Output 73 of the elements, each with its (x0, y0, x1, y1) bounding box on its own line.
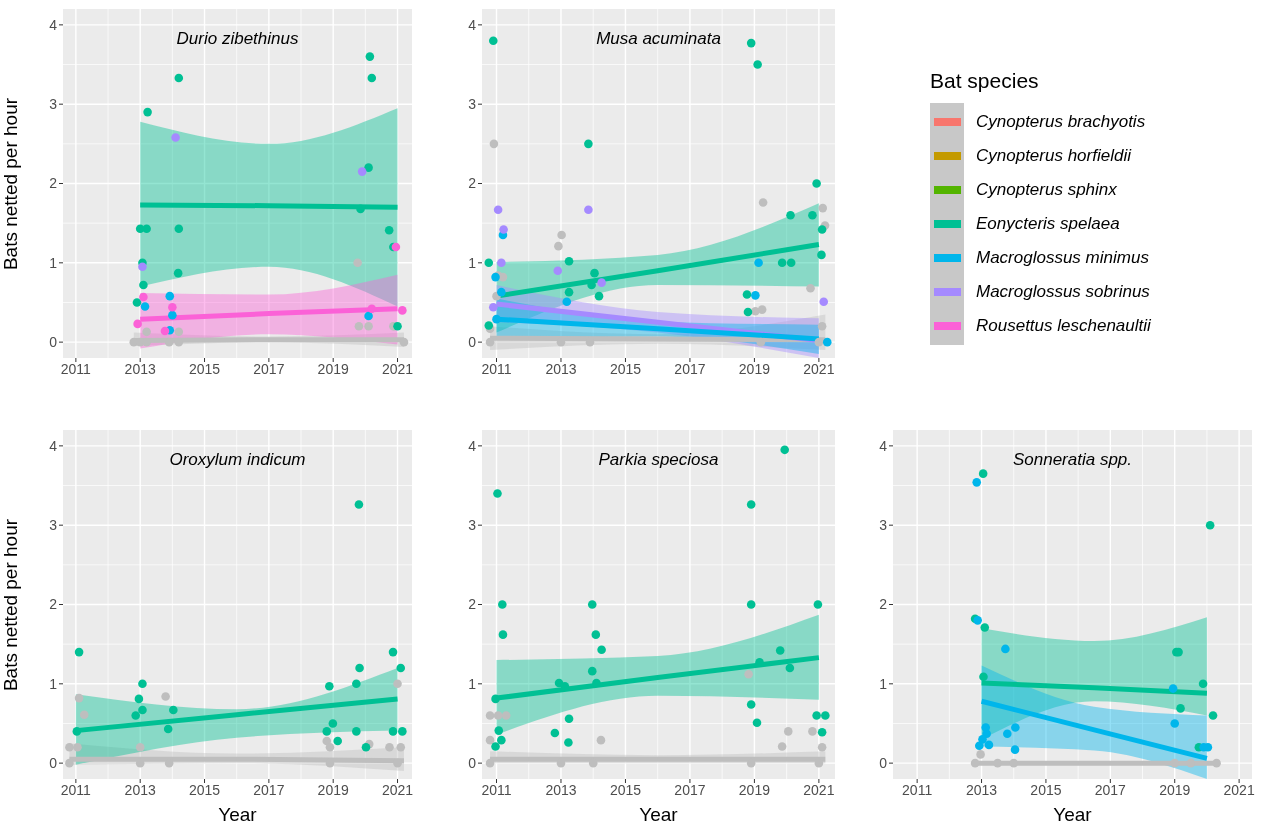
legend-label: Cynopterus sphinx (976, 179, 1118, 201)
legend-label: Rousettus leschenaultii (976, 315, 1151, 337)
y-tick-label: 2 (468, 175, 477, 192)
legend-label: Macroglossus minimus (976, 247, 1150, 269)
y-tick-label: 0 (879, 755, 888, 772)
x-tick-label: 2021 (381, 781, 414, 798)
x-tick-label: 2015 (188, 781, 221, 798)
x-tick-label: 2017 (1094, 781, 1127, 798)
x-tick-label: 2013 (545, 360, 577, 377)
x-tick-label: 2013 (124, 781, 156, 798)
x-tick-label: 2021 (803, 360, 835, 377)
x-tick-label: 2015 (609, 360, 642, 377)
y-tick-label: 3 (879, 517, 888, 534)
legend-label: Macroglossus sobrinus (976, 281, 1151, 303)
legend-label: Cynopterus horfieldii (976, 145, 1133, 167)
x-tick-label: 2021 (1223, 781, 1255, 798)
y-tick-label: 2 (49, 596, 58, 613)
x-axis-title: Year (1052, 804, 1093, 826)
y-tick-label: 2 (49, 175, 58, 192)
x-tick-label: 2015 (188, 360, 221, 377)
y-tick-label: 3 (49, 517, 58, 534)
x-tick-label: 2017 (674, 360, 706, 377)
y-tick-label: 0 (49, 334, 58, 351)
y-tick-label: 4 (468, 16, 477, 33)
x-tick-label: 2019 (738, 781, 771, 798)
x-tick-label: 2019 (1159, 781, 1191, 798)
y-tick-label: 0 (49, 755, 58, 772)
x-axis-title: Year (638, 804, 679, 826)
y-tick-label: 1 (468, 675, 477, 692)
x-tick-label: 2011 (481, 781, 512, 798)
x-tick-label: 2013 (965, 781, 998, 798)
x-axis-title: Year (217, 804, 258, 826)
x-tick-label: 2019 (738, 360, 771, 377)
y-axis-title: Bats netted per hour (0, 96, 22, 272)
x-tick-label: 2019 (317, 360, 349, 377)
y-tick-label: 1 (49, 675, 58, 692)
y-tick-label: 0 (468, 755, 477, 772)
text: Sonneratia spp. (1011, 450, 1134, 470)
y-tick-label: 3 (49, 96, 58, 113)
x-tick-label: 2015 (1030, 781, 1062, 798)
x-tick-label: 2015 (609, 781, 642, 798)
y-tick-label: 4 (49, 437, 58, 454)
y-tick-label: 4 (49, 16, 58, 33)
y-tick-label: 4 (468, 437, 477, 454)
y-tick-label: 2 (879, 596, 888, 613)
text: Oroxylum indicum (168, 450, 307, 470)
x-tick-label: 2021 (381, 360, 414, 377)
x-tick-label: 2019 (317, 781, 349, 798)
legend-label: Eonycteris spelaea (976, 213, 1121, 235)
x-tick-label: 2017 (253, 781, 285, 798)
x-tick-label: 2011 (60, 781, 92, 798)
text: Parkia speciosa (597, 450, 720, 470)
y-tick-label: 1 (468, 254, 477, 271)
text: Musa acuminata (595, 29, 722, 49)
x-tick-label: 2013 (124, 360, 156, 377)
x-tick-label: 2021 (803, 781, 835, 798)
x-tick-label: 2011 (481, 360, 512, 377)
y-tick-label: 1 (49, 254, 58, 271)
y-axis-title: Bats netted per hour (0, 517, 22, 693)
y-tick-label: 4 (879, 437, 888, 454)
y-tick-label: 0 (468, 334, 477, 351)
legend-label: Cynopterus brachyotis (976, 111, 1147, 133)
y-tick-label: 3 (468, 96, 477, 113)
x-tick-label: 2017 (674, 781, 706, 798)
x-tick-label: 2011 (60, 360, 92, 377)
x-tick-label: 2013 (545, 781, 577, 798)
y-tick-label: 2 (468, 596, 477, 613)
text: Durio zibethinus (175, 29, 300, 49)
y-tick-label: 3 (468, 517, 477, 534)
x-tick-label: 2017 (253, 360, 285, 377)
y-tick-label: 1 (879, 675, 888, 692)
x-tick-label: 2011 (902, 781, 933, 798)
legend-title: Bat species (930, 69, 1040, 93)
